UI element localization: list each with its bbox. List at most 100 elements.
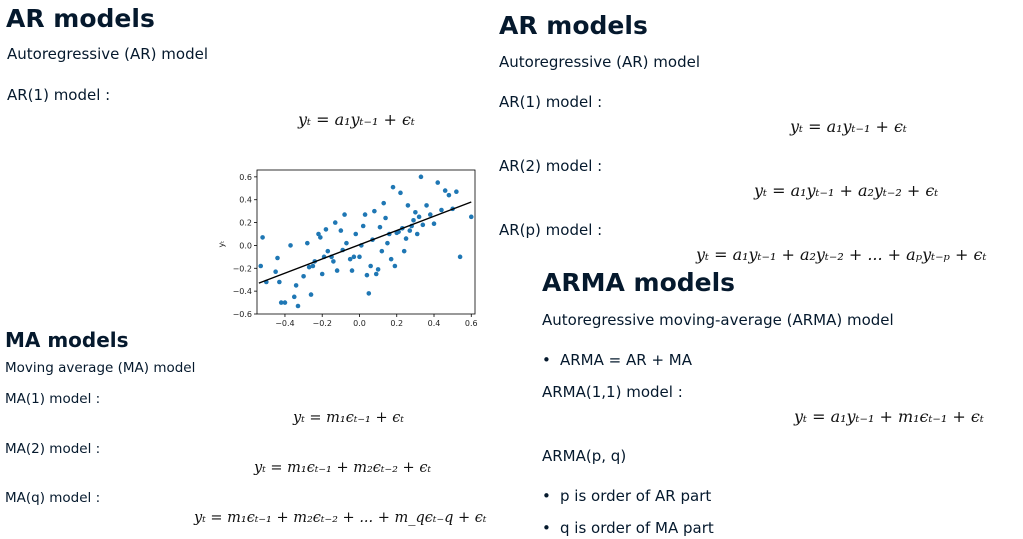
y-axis-label: yₜ [217, 240, 226, 247]
maq-equation: yₜ = m₁ϵₜ₋₁ + m₂ϵₜ₋₂ + ... + m_qϵₜ₋q + ϵ… [194, 510, 487, 526]
scatter-point [349, 268, 355, 273]
scatter-point [401, 248, 407, 254]
scatter-point [338, 228, 344, 233]
scatter-point [385, 240, 390, 246]
arma-bullet-q: q is order of MA part [542, 519, 714, 537]
ma-subtitle: Moving average (MA) model [5, 360, 196, 376]
ma2-equation: yₜ = m₁ϵₜ₋₁ + m₂ϵₜ₋₂ + ϵₜ [254, 460, 432, 476]
scatter-point [344, 240, 349, 246]
scatter-point [362, 212, 368, 217]
scatter-point [414, 231, 420, 237]
ar1-label-right: AR(1) model : [499, 93, 603, 111]
scatter-point [379, 248, 385, 254]
scatter-point [273, 269, 278, 275]
x-tick-label: −0.2 [312, 319, 331, 328]
arma-title: ARMA models [542, 268, 736, 297]
scatter-point [295, 303, 301, 309]
scatter-point [418, 174, 424, 180]
scatter-point [332, 220, 338, 225]
regression-line [258, 201, 472, 284]
scatter-point [392, 263, 398, 269]
scatter-point [323, 227, 329, 232]
ar-title-right: AR models [499, 11, 648, 40]
arma11-equation: yₜ = a₁yₜ₋₁ + m₁ϵₜ₋₁ + ϵₜ [794, 407, 984, 426]
scatter-point [457, 254, 463, 260]
scatter-point [319, 271, 325, 277]
ar-title-left: AR models [6, 4, 155, 33]
scatter-point [347, 256, 353, 262]
scatter-point [372, 208, 377, 214]
x-tick-label: 0.4 [428, 319, 441, 328]
scatter-point [258, 263, 264, 269]
scatter-point [316, 231, 321, 237]
scatter-point [325, 248, 331, 254]
scatter-point [413, 209, 418, 215]
maq-label: MA(q) model : [5, 490, 101, 506]
y-tick-label: 0.0 [239, 241, 252, 250]
arma-subtitle: Autoregressive moving-average (ARMA) mod… [542, 311, 894, 329]
scatter-point [416, 214, 422, 220]
scatter-point [368, 263, 373, 269]
scatter-point [390, 184, 396, 190]
scatter-point [301, 273, 306, 279]
scatter-point [383, 215, 388, 221]
scatter-point [398, 190, 403, 196]
y-axis-ticks: 0.6 0.4 0.2 0.0 −0.2 −0.4 −0.6 [233, 173, 257, 319]
ma1-label: MA(1) model : [5, 391, 101, 407]
x-tick-label: 0.6 [465, 319, 478, 328]
ma2-label: MA(2) model : [5, 441, 101, 457]
scatter-point [468, 214, 474, 220]
scatter-point [334, 268, 340, 273]
scatter-point [310, 263, 316, 269]
scatter-point [275, 255, 280, 261]
scatter-point [439, 207, 444, 213]
scatter-point [424, 203, 429, 208]
scatter-point [293, 283, 299, 288]
scatter-point [446, 192, 452, 198]
ar2-label-right: AR(2) model : [499, 157, 603, 175]
ma1-equation: yₜ = m₁ϵₜ₋₁ + ϵₜ [293, 410, 404, 426]
scatter-point [364, 272, 370, 278]
scatter-point [411, 217, 416, 223]
armapq-label: ARMA(p, q) [542, 447, 627, 465]
scatter-point [357, 254, 362, 260]
scatter-chart: −0.4 −0.2 0.0 0.2 0.4 0.6 0.6 0.4 0.2 0.0 −0.2 −0.… [217, 169, 478, 328]
scatter-point [381, 200, 387, 206]
ar-subtitle-left: Autoregressive (AR) model [7, 45, 209, 63]
scatter-point [342, 212, 347, 217]
scatter-point [318, 235, 323, 240]
arma11-label: ARMA(1,1) model : [542, 383, 683, 401]
scatter-point [405, 203, 411, 208]
scatter-point [282, 300, 288, 305]
y-tick-label: −0.6 [233, 310, 252, 319]
arp-label-right: AR(p) model : [499, 221, 603, 239]
ar1-label-left: AR(1) model : [7, 86, 111, 104]
y-tick-label: 0.6 [239, 173, 252, 182]
scatter-point [427, 212, 433, 217]
arma-bullet-definition: ARMA = AR + MA [542, 351, 692, 369]
arp-equation-right: yₜ = a₁yₜ₋₁ + a₂yₜ₋₂ + ... + aₚyₜ₋ₚ + ϵₜ [696, 245, 987, 264]
scatter-point [431, 221, 437, 227]
scatter-point [407, 228, 413, 233]
scatter-point [403, 236, 409, 241]
scatter-point [277, 279, 282, 285]
scatter-point [420, 222, 426, 228]
ar-subtitle-right: Autoregressive (AR) model [499, 53, 701, 71]
scatter-point [442, 188, 448, 193]
x-tick-label: 0.0 [353, 319, 366, 328]
ma-title: MA models [5, 328, 129, 352]
scatter-point [291, 294, 297, 300]
scatter-point [306, 264, 312, 270]
ar1-equation-left: yₜ = a₁yₜ₋₁ + ϵₜ [298, 110, 415, 129]
x-tick-label: 0.2 [390, 319, 403, 328]
x-tick-label: −0.4 [275, 319, 294, 328]
x-axis-ticks: −0.4 −0.2 0.0 0.2 0.4 0.6 [275, 314, 478, 328]
scatter-point [375, 267, 381, 272]
scatter-point [454, 189, 459, 195]
y-tick-label: −0.4 [233, 287, 252, 296]
scatter-point [305, 240, 310, 246]
scatter-point [353, 231, 359, 237]
ar2-equation-right: yₜ = a₁yₜ₋₁ + a₂yₜ₋₂ + ϵₜ [754, 181, 939, 200]
ar1-equation-right: yₜ = a₁yₜ₋₁ + ϵₜ [790, 117, 907, 136]
y-tick-label: 0.4 [239, 196, 252, 205]
